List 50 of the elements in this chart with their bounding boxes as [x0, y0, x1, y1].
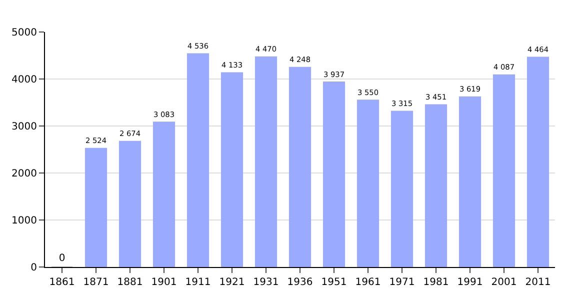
bar	[254, 56, 278, 267]
data-label: 2 674	[119, 129, 141, 138]
data-label: 2 524	[85, 136, 107, 146]
bar	[152, 122, 176, 267]
bar	[390, 110, 414, 267]
y-tick-label: 4000	[12, 74, 37, 86]
data-label: 4 464	[527, 44, 549, 54]
data-label: 3 937	[323, 70, 345, 79]
y-tick-label: 1000	[12, 216, 37, 226]
x-tick-label: 1871	[83, 277, 109, 288]
bar	[492, 74, 516, 267]
data-label: 3 451	[425, 92, 447, 102]
bar	[356, 100, 380, 267]
data-label: 4 536	[187, 42, 209, 51]
x-tick-label: 1961	[355, 277, 381, 288]
x-tick-label: 1951	[321, 277, 347, 288]
data-label: 3 619	[459, 84, 481, 94]
bar	[288, 66, 312, 267]
data-label: 4 248	[289, 55, 311, 64]
data-label: 3 550	[357, 88, 379, 97]
bar	[186, 53, 210, 267]
x-tick-label: 1901	[151, 277, 177, 288]
x-tick-label: 1936	[287, 277, 313, 288]
x-tick-label: 2011	[525, 277, 551, 288]
x-tick-label: 2001	[491, 277, 517, 288]
bar	[220, 72, 244, 267]
x-tick-label: 1991	[457, 277, 483, 288]
x-tick-label: 1911	[185, 277, 211, 288]
y-tick-label: 3000	[12, 122, 37, 132]
bar	[424, 104, 448, 267]
data-label: 4 470	[255, 44, 277, 54]
data-label: 3 083	[153, 110, 175, 119]
x-tick-label: 1971	[389, 277, 415, 288]
x-tick-label: 1881	[117, 277, 143, 288]
x-tick-label: 1861	[49, 277, 75, 288]
data-label: 4 133	[221, 60, 243, 70]
x-tick-label: 1921	[219, 277, 245, 288]
data-label: 0	[58, 253, 66, 264]
y-tick-label: 2000	[12, 168, 37, 180]
bar	[322, 81, 346, 267]
data-label: 3 315	[391, 98, 413, 108]
bar	[118, 140, 142, 267]
y-tick-label: 5000	[12, 28, 37, 38]
x-tick-label: 1931	[253, 277, 279, 288]
bar	[526, 56, 550, 267]
data-label: 4 087	[493, 62, 515, 72]
bar	[458, 96, 482, 267]
y-tick-label: 0	[30, 262, 37, 274]
bar	[84, 148, 108, 267]
x-tick-label: 1981	[423, 277, 449, 288]
